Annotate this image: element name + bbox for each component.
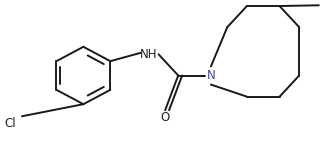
Text: O: O — [161, 111, 170, 124]
Text: NH: NH — [140, 48, 158, 61]
Text: Cl: Cl — [4, 117, 16, 130]
Text: N: N — [207, 69, 215, 82]
